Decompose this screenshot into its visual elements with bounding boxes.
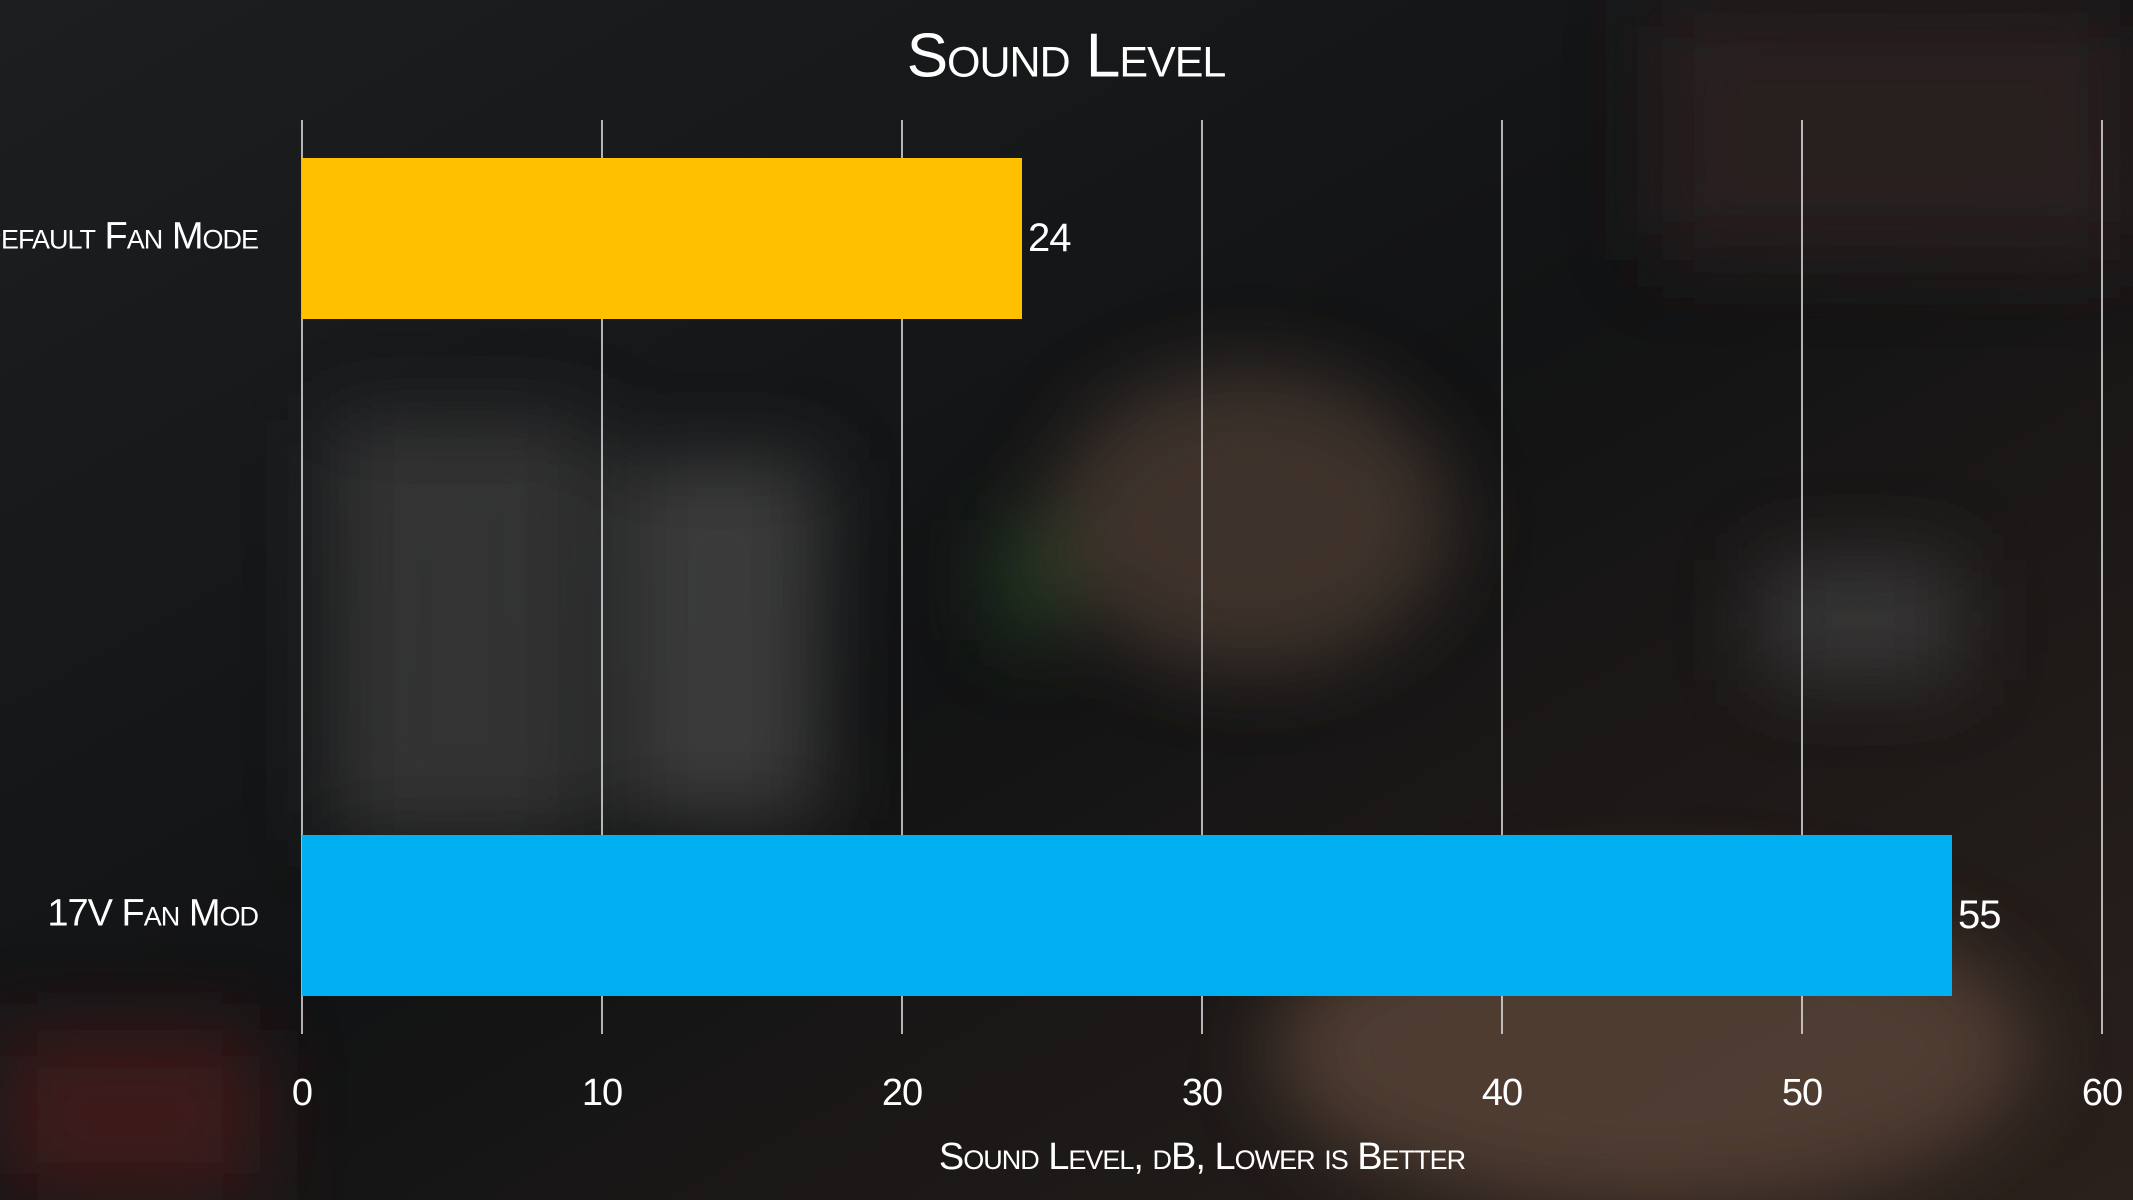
- bar: [302, 835, 1952, 996]
- x-tick-label: 30: [1182, 1072, 1222, 1114]
- data-label: 24: [1028, 216, 1071, 260]
- x-tick-label: 60: [2082, 1072, 2122, 1114]
- x-tick-label: 0: [292, 1072, 312, 1114]
- x-tick-label: 10: [582, 1072, 622, 1114]
- x-tick-label: 50: [1782, 1072, 1822, 1114]
- data-label: 55: [1958, 893, 2001, 937]
- x-tick-label: 40: [1482, 1072, 1522, 1114]
- bar: [302, 158, 1022, 319]
- x-tick-label: 20: [882, 1072, 922, 1114]
- chart-title: Sound Level: [907, 21, 1226, 90]
- y-tick-label: 17V Fan Mod: [47, 893, 258, 935]
- x-axis-label: Sound Level, dB, Lower is Better: [939, 1136, 1466, 1178]
- y-tick-label: Default Fan Mode: [0, 216, 258, 258]
